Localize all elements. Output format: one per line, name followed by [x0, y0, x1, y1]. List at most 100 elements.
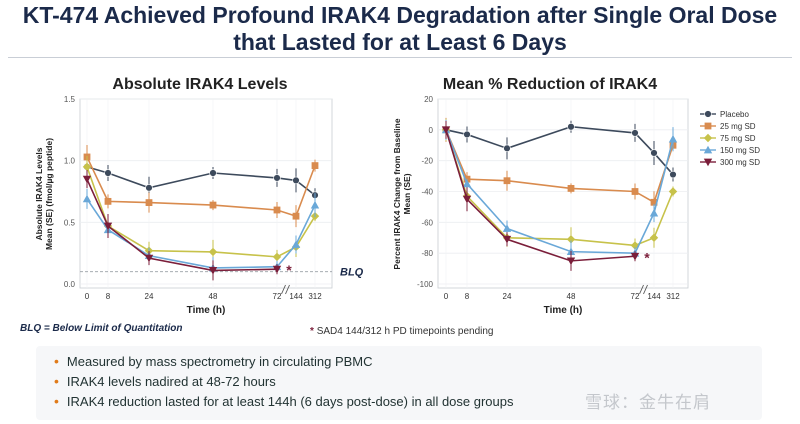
title-divider	[8, 57, 792, 58]
x-tick-label: 24	[145, 292, 154, 301]
x-axis-title: Time (h)	[187, 305, 226, 316]
data-point	[208, 247, 218, 257]
x-tick-label: 48	[209, 292, 218, 301]
pending-footnote: * SAD4 144/312 h PD timepoints pending	[310, 326, 493, 337]
page-title: KT-474 Achieved Profound IRAK4 Degradati…	[0, 2, 800, 56]
data-point	[82, 175, 92, 184]
y-tick-label: 0	[429, 126, 434, 135]
axis-break-mark	[281, 284, 286, 295]
x-axis-title: Time (h)	[544, 305, 583, 316]
key-points-box: Measured by mass spectrometry in circula…	[36, 346, 762, 420]
data-point	[104, 197, 112, 205]
y-tick-label: 1.0	[64, 157, 76, 166]
data-point	[82, 194, 92, 203]
x-tick-label: 312	[666, 292, 680, 301]
y-axis-title-line: Mean (SE)	[402, 173, 412, 214]
y-tick-label: 0.5	[64, 218, 76, 227]
x-tick-label: 312	[308, 292, 322, 301]
y-axis-title-line: Percent IRAK4 Change from Baseline	[392, 118, 402, 269]
data-point	[631, 129, 639, 137]
legend-marker	[703, 145, 713, 154]
pending-text: SAD4 144/312 h PD timepoints pending	[316, 326, 494, 337]
legend-label: 300 mg SD	[720, 158, 760, 167]
chart-2-title: Mean % Reduction of IRAK4	[442, 76, 658, 93]
y-axis-title: Percent IRAK4 Change from BaselineMean (…	[392, 118, 412, 269]
x-tick-label: 8	[106, 292, 111, 301]
data-point	[144, 254, 154, 263]
data-point	[502, 224, 512, 232]
y-axis-title-line: Mean (SE) (fmol/µg peptide)	[44, 138, 54, 250]
plot-area	[79, 98, 333, 289]
x-tick-label: 72	[631, 292, 640, 301]
pending-annotation-star: *	[644, 249, 650, 265]
x-tick-label: 24	[503, 292, 512, 301]
bullet-item: IRAK4 reduction lasted for at least 144h…	[54, 394, 762, 409]
data-point	[503, 177, 511, 185]
data-point	[103, 222, 113, 231]
y-tick-label: -100	[417, 280, 434, 289]
data-point	[291, 240, 301, 248]
pending-star: *	[310, 326, 314, 337]
blq-footnote: BLQ = Below Limit of Quantitation	[20, 323, 183, 334]
data-point	[292, 176, 300, 185]
legend-label: 25 mg SD	[720, 122, 756, 131]
data-point	[668, 187, 678, 196]
legend-marker	[703, 133, 713, 143]
data-point	[630, 252, 640, 261]
data-point	[273, 174, 281, 182]
y-tick-label: -60	[421, 218, 433, 227]
pending-annotation-star: *	[286, 262, 292, 278]
x-tick-label: 144	[647, 292, 661, 301]
data-point	[650, 198, 658, 206]
key-points-list: Measured by mass spectrometry in circula…	[36, 346, 762, 409]
y-tick-label: 20	[424, 95, 433, 104]
bullet-item: Measured by mass spectrometry in circula…	[54, 354, 762, 369]
legend-label: 150 mg SD	[720, 146, 760, 155]
data-point	[650, 149, 658, 157]
data-point	[104, 169, 112, 177]
x-tick-label: 48	[567, 292, 576, 301]
legend-marker	[704, 122, 712, 130]
data-point	[272, 252, 282, 262]
data-point	[145, 199, 153, 206]
data-point	[631, 188, 639, 195]
axis-break-mark	[643, 284, 648, 295]
data-point	[208, 267, 218, 275]
y-tick-label: -80	[421, 249, 433, 258]
x-tick-label: 72	[273, 292, 282, 301]
bullet-item: IRAK4 levels nadired at 48-72 hours	[54, 374, 762, 389]
data-point	[566, 235, 576, 244]
y-tick-label: 0.0	[64, 280, 76, 289]
x-tick-label: 0	[85, 292, 90, 301]
data-point	[292, 212, 300, 220]
chart-1-title: Absolute IRAK4 Levels	[112, 76, 288, 93]
data-point	[502, 235, 512, 244]
page-title-line-1: KT-474 Achieved Profound IRAK4 Degradati…	[22, 2, 778, 28]
x-tick-label: 144	[289, 292, 303, 301]
data-point	[272, 265, 282, 274]
data-point	[668, 134, 678, 143]
data-point	[462, 195, 472, 204]
x-tick-label: 8	[465, 292, 470, 301]
y-axis-title-line: Absolute IRAK4 Levels	[34, 147, 44, 240]
data-point	[503, 144, 511, 153]
legend-marker	[704, 110, 712, 118]
data-point	[649, 208, 659, 217]
x-tick-label: 0	[444, 292, 449, 301]
data-point	[311, 162, 319, 169]
data-point	[567, 185, 575, 192]
y-tick-label: -40	[421, 188, 433, 197]
y-axis-title: Absolute IRAK4 LevelsMean (SE) (fmol/µg …	[34, 138, 54, 250]
axis-break-mark	[639, 284, 644, 295]
data-point	[273, 206, 281, 214]
data-point	[209, 169, 217, 177]
data-point	[669, 170, 677, 179]
data-point	[145, 184, 153, 192]
data-point	[209, 201, 217, 209]
axis-break-mark	[285, 284, 290, 295]
data-point	[463, 130, 471, 139]
data-point	[82, 162, 92, 172]
y-tick-label: -20	[421, 157, 433, 166]
plot-area	[437, 98, 689, 289]
watermark: 雪球：金牛在肩	[585, 393, 711, 412]
